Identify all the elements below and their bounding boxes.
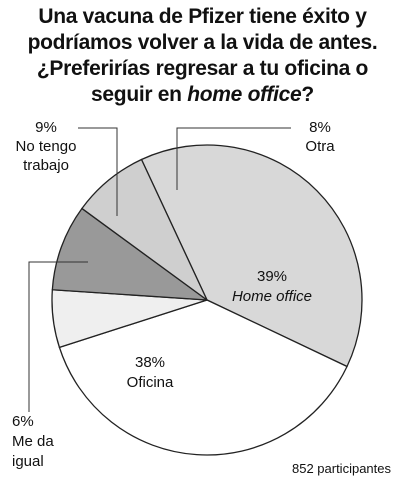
no-trabajo-label-1: No tengo bbox=[16, 138, 77, 155]
title-line-3: ¿Preferirías regresar a tu oficina o bbox=[36, 57, 369, 80]
no-trabajo-pct: 9% bbox=[35, 119, 57, 136]
chart-title: Una vacuna de Pfizer tiene éxito y podrí… bbox=[0, 4, 405, 108]
title-line-2: podríamos volver a la vida de antes. bbox=[27, 31, 378, 54]
slice-otra bbox=[81, 158, 208, 301]
home-office-pct: 39% bbox=[257, 268, 287, 285]
me-da-igual-label-2: igual bbox=[12, 453, 44, 470]
me-da-igual-label-1: Me da bbox=[12, 433, 54, 450]
title-line-4: seguir en home office? bbox=[0, 82, 405, 108]
slice-no-tengo-trabajo bbox=[51, 207, 208, 301]
slice-home-office bbox=[140, 144, 363, 368]
title-line-4-em: home office bbox=[187, 83, 302, 106]
home-office-label: Home office bbox=[232, 288, 312, 305]
title-line-4-pre: seguir en bbox=[91, 83, 188, 106]
otra-pct: 8% bbox=[309, 119, 331, 136]
no-trabajo-label-2: trabajo bbox=[23, 157, 69, 174]
otra-label: Otra bbox=[305, 138, 335, 155]
slice-oficina bbox=[58, 299, 348, 456]
leader-no-trabajo bbox=[78, 127, 118, 216]
me-da-igual-pct: 6% bbox=[12, 413, 34, 430]
participants-note: 852 participantes bbox=[291, 461, 391, 476]
title-line-4-post: ? bbox=[301, 83, 314, 106]
leader-lines bbox=[28, 127, 291, 412]
pie-slices bbox=[51, 144, 363, 456]
leader-otra bbox=[176, 127, 291, 190]
oficina-label: Oficina bbox=[127, 374, 174, 391]
leader-me-da-igual bbox=[28, 261, 88, 412]
title-line-1: Una vacuna de Pfizer tiene éxito y bbox=[38, 5, 367, 28]
oficina-pct: 38% bbox=[135, 354, 165, 371]
